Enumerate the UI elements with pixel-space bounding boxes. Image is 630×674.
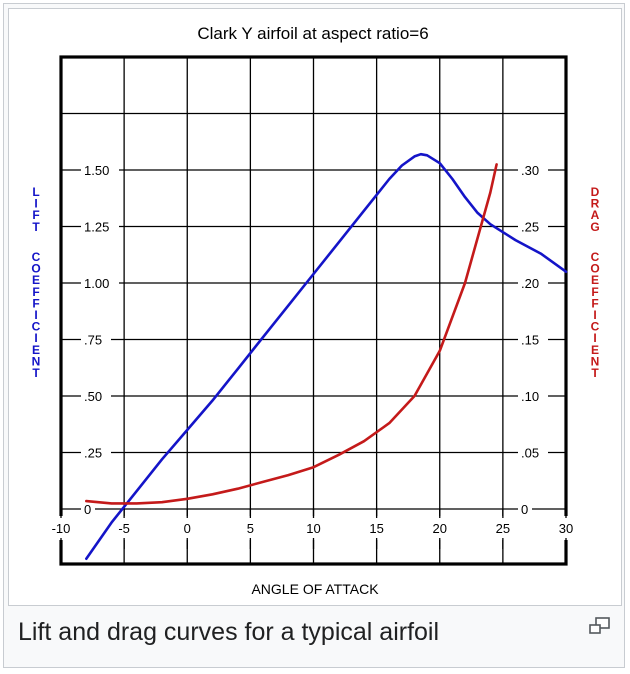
chart-svg: Clark Y airfoil at aspect ratio=6 0 .25 .5… <box>9 9 621 605</box>
y-right-tick-label: .15 <box>521 333 539 348</box>
axis-label-letter: C <box>32 250 41 264</box>
y-right-tick-label: .25 <box>521 220 539 235</box>
axis-label-letter: I <box>593 331 596 345</box>
y-right-tick-bg <box>518 500 532 518</box>
axis-label-letter: N <box>32 354 41 368</box>
chart-title: Clark Y airfoil at aspect ratio=6 <box>197 24 428 43</box>
y-right-tick-bg <box>518 217 548 236</box>
x-tick-label: 30 <box>559 521 573 536</box>
axis-label-letter: E <box>32 273 40 287</box>
axis-label-letter: I <box>593 308 596 322</box>
axis-label-letter: C <box>591 320 600 334</box>
y-right-tick-label: .30 <box>521 163 539 178</box>
y-left-tick-label: 0 <box>84 502 91 517</box>
axis-label-letter: O <box>31 262 40 276</box>
y-left-tick-bg <box>81 274 119 292</box>
axis-label-letter: F <box>32 285 39 299</box>
axis-label-letter: T <box>32 220 40 234</box>
y-left-tick-label: .50 <box>84 389 102 404</box>
y-right-tick-bg <box>518 274 548 292</box>
y-right-tick-bg <box>518 161 548 179</box>
y-left-tick-label: 1.50 <box>84 163 109 178</box>
axis-label-letter: E <box>32 343 40 357</box>
axis-label-letter: F <box>591 296 598 310</box>
x-tick-label: 25 <box>496 521 510 536</box>
x-tick-label: 5 <box>247 521 254 536</box>
y-left-tick-bg <box>81 387 111 405</box>
y-right-tick-label: 0 <box>521 502 528 517</box>
y-right-tick-label: .10 <box>521 389 539 404</box>
y-left-tick-label: .75 <box>84 333 102 348</box>
y-left-tick-label: .25 <box>84 446 102 461</box>
axis-label-letter: E <box>591 343 599 357</box>
axis-label-letter: I <box>34 197 37 211</box>
chart-axes <box>55 55 572 566</box>
x-tick-label: 15 <box>369 521 383 536</box>
axis-label-letter: E <box>591 273 599 287</box>
x-tick-label: -10 <box>52 521 71 536</box>
enlarge-icon[interactable] <box>588 616 612 638</box>
drag-curve <box>85 163 498 505</box>
axis-label-letter: L <box>32 185 39 199</box>
axis-label-letter: A <box>591 208 600 222</box>
x-tick-label: 10 <box>306 521 320 536</box>
tick-labels: 0 .25 .50 .75 1.00 1.25 1.50 0 .05 .10 .15 .20 .25 .3… <box>52 161 573 536</box>
axis-label-letter: I <box>34 331 37 345</box>
axis-label-letter: F <box>32 208 39 222</box>
axis-label-letter: T <box>32 366 40 380</box>
y-left-tick-bg <box>81 443 111 462</box>
y-right-tick-label: .20 <box>521 276 539 291</box>
y-right-tick-bg <box>518 387 548 405</box>
x-tick-label: 0 <box>184 521 191 536</box>
y-left-tick-label: 1.00 <box>84 276 109 291</box>
axis-label-letter: I <box>34 308 37 322</box>
y-left-tick-label: 1.25 <box>84 220 109 235</box>
x-label-band <box>55 516 572 540</box>
grid-lines <box>61 57 566 564</box>
axis-label-letter: N <box>591 354 600 368</box>
y-right-tick-label: .05 <box>521 446 539 461</box>
plot-frame <box>59 55 568 566</box>
axis-label-letter: F <box>591 285 598 299</box>
figure-caption: Lift and drag curves for a typical airfo… <box>18 618 440 646</box>
x-tick-label: 20 <box>433 521 447 536</box>
y-right-tick-bg <box>518 443 548 462</box>
y-left-tick-bg <box>81 217 119 236</box>
x-tick-label: -5 <box>118 521 130 536</box>
y-left-tick-bg <box>81 161 119 179</box>
axis-label-letter: F <box>32 296 39 310</box>
axis-label-letter: R <box>591 197 600 211</box>
axis-label-letter: O <box>590 262 599 276</box>
y-left-tick-bg <box>81 330 111 349</box>
axis-label-letter: C <box>591 250 600 264</box>
axis-label-letter: T <box>591 366 599 380</box>
figure-frame: Clark Y airfoil at aspect ratio=6 0 .25 .5… <box>3 3 625 668</box>
lift-curve <box>85 152 568 560</box>
chart-image[interactable]: Clark Y airfoil at aspect ratio=6 0 .25 .5… <box>8 8 622 606</box>
y-right-tick-bg <box>518 330 548 349</box>
x-axis-label: ANGLE OF ATTACK <box>251 581 379 597</box>
series-lines <box>85 152 568 560</box>
y-left-tick-bg <box>81 500 95 518</box>
axis-label-letter: D <box>591 185 600 199</box>
axis-label-letter: C <box>32 320 41 334</box>
axis-label-letter: G <box>590 220 599 234</box>
